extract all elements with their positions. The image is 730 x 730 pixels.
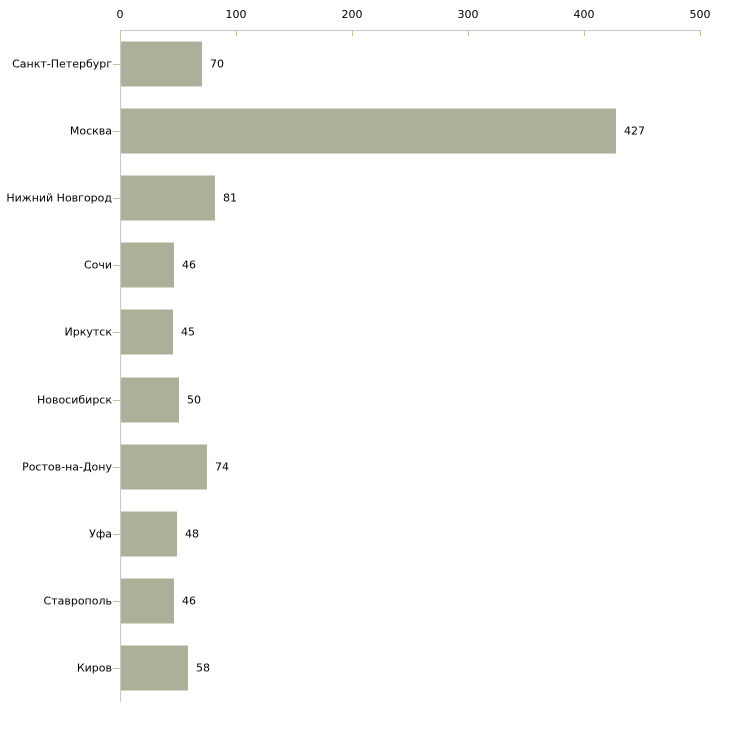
bar-row: Иркутск 45 xyxy=(0,299,730,366)
x-tick-mark xyxy=(236,31,237,36)
category-label: Ростов-на-Дону xyxy=(22,460,112,474)
y-tick-mark xyxy=(113,466,120,468)
x-tick-mark xyxy=(120,31,121,36)
y-tick-mark xyxy=(113,601,120,603)
bar xyxy=(121,377,179,423)
y-tick-mark xyxy=(113,197,120,199)
category-label: Уфа xyxy=(89,527,112,541)
category-label: Новосибирск xyxy=(36,393,112,407)
bar-row: Сочи 46 xyxy=(0,232,730,299)
bar xyxy=(121,511,177,557)
bar-row: Ростов-на-Дону 74 xyxy=(0,433,730,500)
y-tick-mark xyxy=(113,668,120,670)
bar-row: Нижний Новгород 81 xyxy=(0,164,730,231)
bar-row: Уфа 48 xyxy=(0,500,730,567)
bar-row: Ставрополь 46 xyxy=(0,568,730,635)
bar xyxy=(121,444,207,490)
x-axis-line xyxy=(120,30,701,31)
x-tick-mark xyxy=(468,31,469,36)
value-label: 46 xyxy=(182,258,196,272)
x-tick-label: 100 xyxy=(225,8,247,21)
x-tick-label: 500 xyxy=(689,8,711,21)
bar xyxy=(121,645,188,691)
value-label: 58 xyxy=(196,661,210,675)
y-tick-mark xyxy=(113,63,120,65)
value-label: 70 xyxy=(210,57,224,71)
bar xyxy=(121,309,173,355)
y-tick-mark xyxy=(113,265,120,267)
value-label: 74 xyxy=(215,460,229,474)
x-tick-label: 300 xyxy=(457,8,479,21)
bar xyxy=(121,108,616,154)
bar-row: Киров 58 xyxy=(0,635,730,702)
y-tick-mark xyxy=(113,399,120,401)
value-label: 50 xyxy=(187,393,201,407)
x-tick-label: 0 xyxy=(116,8,124,21)
category-label: Нижний Новгород xyxy=(6,191,112,205)
y-tick-mark xyxy=(113,332,120,334)
bar-row: Санкт-Петербург 70 xyxy=(0,30,730,97)
category-label: Ставрополь xyxy=(43,594,112,608)
bar-row: Новосибирск 50 xyxy=(0,366,730,433)
value-label: 81 xyxy=(223,191,237,205)
category-label: Киров xyxy=(76,661,112,675)
category-label: Москва xyxy=(69,124,112,138)
y-tick-mark xyxy=(113,533,120,535)
bar xyxy=(121,175,215,221)
category-label: Сочи xyxy=(83,258,112,272)
x-tick-label: 200 xyxy=(341,8,363,21)
x-tick-mark xyxy=(352,31,353,36)
x-tick-mark xyxy=(700,31,701,36)
x-tick-label: 400 xyxy=(573,8,595,21)
y-axis-line xyxy=(120,30,121,702)
y-tick-mark xyxy=(113,130,120,132)
value-label: 427 xyxy=(624,124,645,138)
value-label: 48 xyxy=(185,527,199,541)
bar xyxy=(121,242,174,288)
category-label: Иркутск xyxy=(64,325,112,339)
category-label: Санкт-Петербург xyxy=(12,57,112,71)
value-label: 46 xyxy=(182,594,196,608)
x-tick-mark xyxy=(584,31,585,36)
bar xyxy=(121,41,202,87)
bar xyxy=(121,578,174,624)
value-label: 45 xyxy=(181,325,195,339)
bar-row: Москва 427 xyxy=(0,97,730,164)
